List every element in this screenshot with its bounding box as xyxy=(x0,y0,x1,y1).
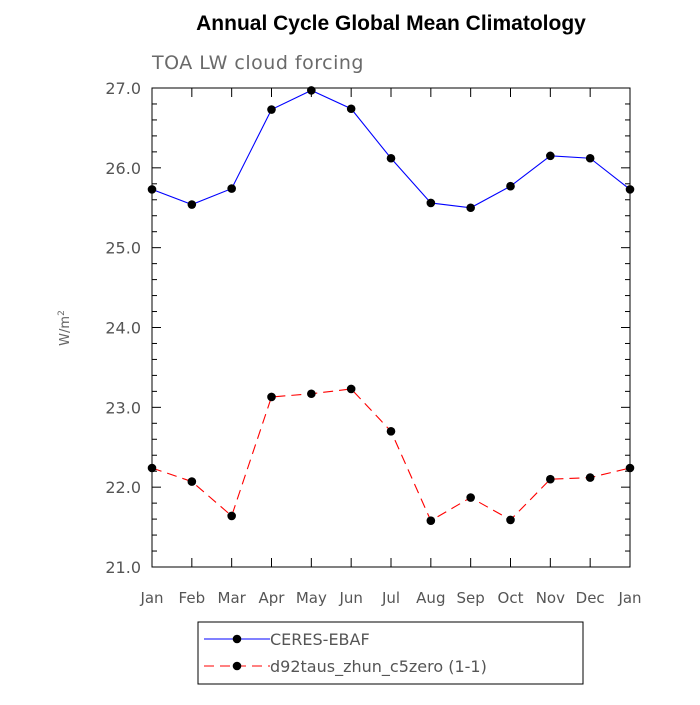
series-2-point xyxy=(426,516,436,525)
series-1-point xyxy=(267,105,276,114)
series-2-point xyxy=(307,389,316,399)
x-tick-label: Jun xyxy=(338,589,362,607)
series-2-point xyxy=(267,392,276,402)
series-1-point xyxy=(307,86,316,95)
x-tick-label: Feb xyxy=(179,589,206,607)
y-tick-label: 26.0 xyxy=(105,159,141,178)
y-tick-label: 25.0 xyxy=(105,239,141,258)
x-tick-label: Jan xyxy=(139,589,163,607)
x-tick-label: Sep xyxy=(457,589,485,607)
series-2-point xyxy=(585,473,595,482)
series-2-point xyxy=(227,511,236,521)
y-axis-label-superscript: 2 xyxy=(57,310,67,316)
series-2-point xyxy=(506,515,515,525)
series-1-point xyxy=(147,185,157,194)
x-tick-label: Oct xyxy=(498,589,524,607)
series-1-point xyxy=(506,181,515,191)
series-layer xyxy=(147,86,635,525)
series-2-point xyxy=(466,493,475,502)
y-axis-label: W/m2 xyxy=(57,310,73,346)
series-1-point xyxy=(346,104,356,114)
y-tick-label: 23.0 xyxy=(105,398,141,417)
x-tick-label: Apr xyxy=(259,589,286,607)
series-line-1 xyxy=(151,89,631,209)
x-tick-label: Jul xyxy=(381,589,400,607)
x-tick-label: Jan xyxy=(617,589,641,607)
series-1-point xyxy=(466,203,475,213)
series-1-point xyxy=(585,153,595,163)
series-line-2 xyxy=(151,388,631,522)
legend-marker-1 xyxy=(232,634,242,644)
legend-box xyxy=(197,621,584,685)
y-tick-label: 21.0 xyxy=(105,558,141,577)
series-1-point xyxy=(426,198,436,208)
x-tick-label: Aug xyxy=(416,589,445,607)
series-2-point xyxy=(625,463,635,473)
y-tick-label: 24.0 xyxy=(105,319,141,338)
chart-subtitle: TOA LW cloud forcing xyxy=(151,52,364,74)
chart-title: Annual Cycle Global Mean Climatology xyxy=(196,12,586,35)
series-2-point xyxy=(147,463,157,473)
x-tick-label: Dec xyxy=(576,589,605,607)
y-tick-label: 22.0 xyxy=(105,478,141,497)
series-2-point xyxy=(386,426,396,436)
series-1-point xyxy=(546,151,555,161)
series-2-point xyxy=(546,474,555,484)
x-tick-label: Nov xyxy=(536,589,565,607)
series-1-point xyxy=(227,184,236,193)
series-2-point xyxy=(346,384,356,394)
x-tick-label: Mar xyxy=(218,589,247,607)
series-1-point xyxy=(386,153,396,163)
plot-axes: 21.0 22.0 23.0 24.0 25.0 26.0 27.0 Jan Feb Mar Apr… xyxy=(105,79,641,607)
legend-label-1: CERES-EBAF xyxy=(270,630,370,649)
x-tick-label: May xyxy=(296,589,327,607)
y-axis-label-text: W/m xyxy=(58,316,73,346)
series-1-point xyxy=(625,185,635,194)
series-2-point xyxy=(187,477,197,486)
legend-marker-2 xyxy=(232,661,242,671)
legend-label-2: d92taus_zhun_c5zero (1-1) xyxy=(270,657,487,677)
legend: CERES-EBAF d92taus_zhun_c5zero (1-1) xyxy=(197,621,584,685)
y-tick-label: 27.0 xyxy=(105,79,141,98)
series-1-point xyxy=(187,200,197,209)
